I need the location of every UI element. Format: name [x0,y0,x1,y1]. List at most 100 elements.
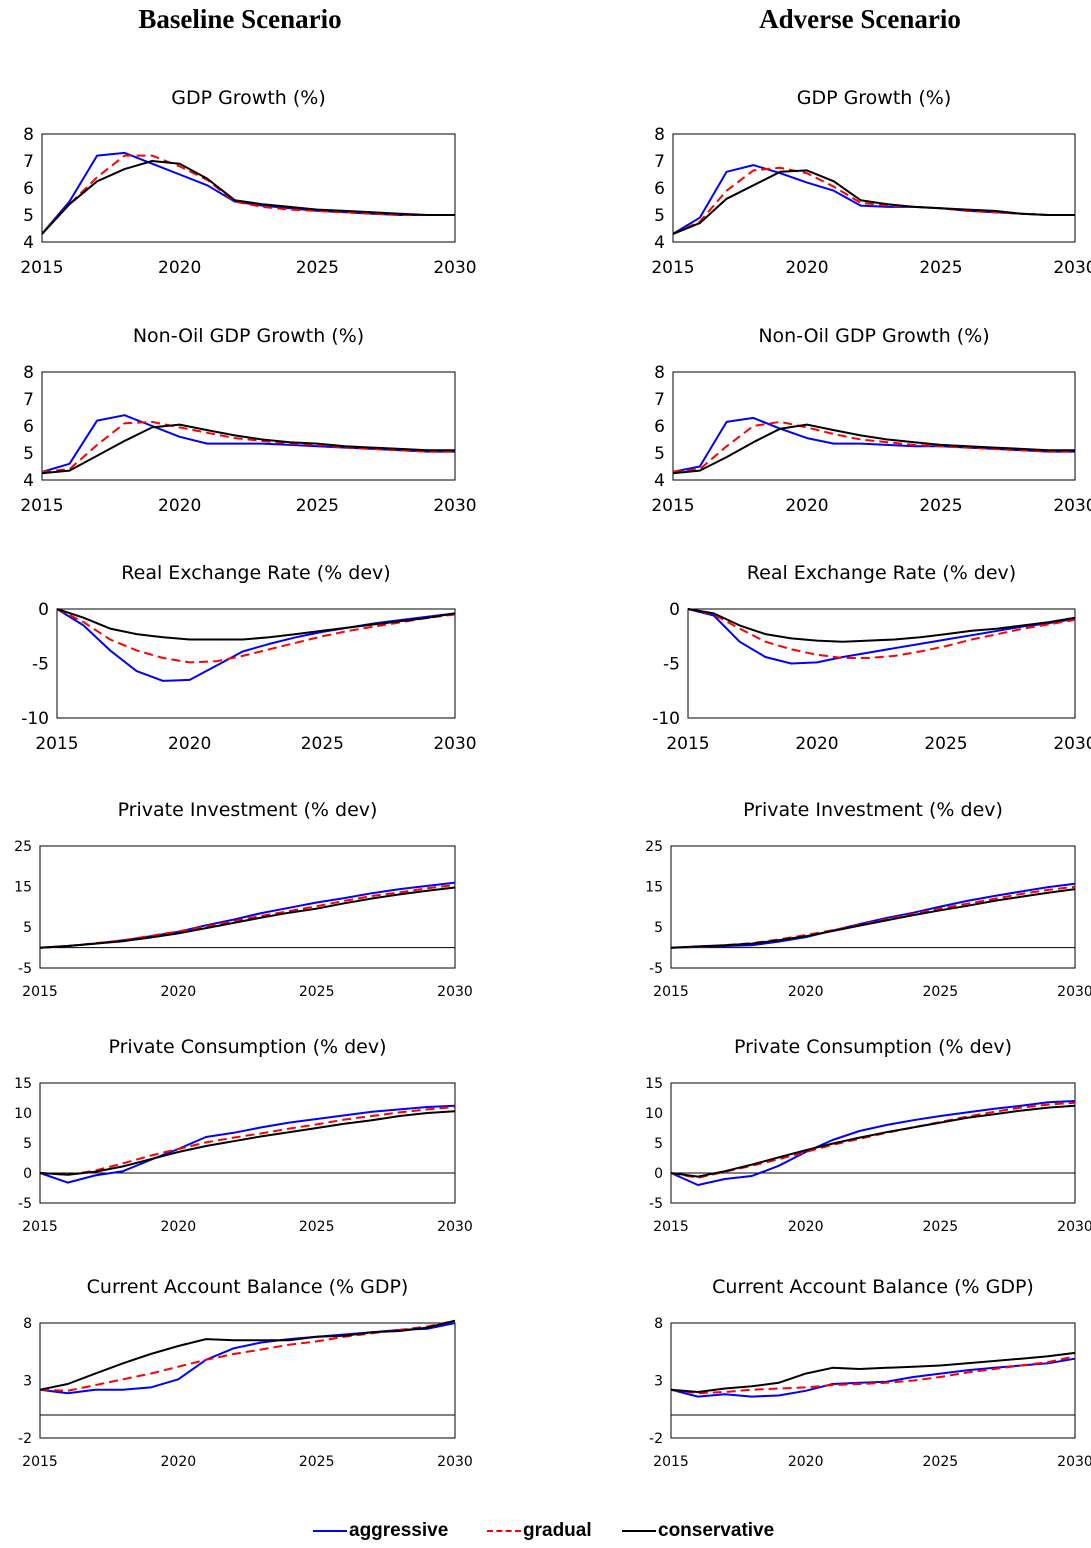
baseline-current-account-balance-gdp-y-tick-label: 3 [23,1373,32,1389]
baseline-gdp-growth-series-gradual [41,154,455,235]
baseline-current-account-balance-gdp-chart: Current Account Balance (% GDP) -2 3 8 2015 2… [18,1276,473,1470]
adverse-private-consumption-dev-plot-frame [670,1082,1076,1204]
adverse-real-exchange-rate-dev-chart: Real Exchange Rate (% dev) -10 -5 0 2015 2020… [652,562,1091,754]
adverse-private-consumption-dev-y-tick-label: 5 [654,1136,663,1152]
baseline-current-account-balance-gdp-x-tick-label: 2020 [161,1454,197,1470]
baseline-private-investment-dev-x-tick-label: 2030 [437,984,473,1000]
adverse-private-consumption-dev-title: Private Consumption (% dev) [734,1036,1012,1058]
baseline-scenario-heading: Baseline Scenario [138,4,342,34]
legend-label-conservative: conservative [658,1520,775,1541]
adverse-current-account-balance-gdp-series-conservative [670,1351,1076,1393]
baseline-current-account-balance-gdp-plot-frame [39,1322,456,1439]
baseline-current-account-balance-gdp-series-conservative [39,1319,456,1391]
baseline-gdp-growth-series-conservative [41,160,455,235]
adverse-private-consumption-dev-y-tick-label: 10 [645,1106,663,1122]
adverse-non-oil-gdp-growth-plot-frame [672,371,1076,481]
baseline-gdp-growth-chart: GDP Growth (%) 4 5 6 7 8 2015 2020 2025 2030 [20,87,476,278]
baseline-non-oil-gdp-growth-chart: Non-Oil GDP Growth (%) 4 5 6 7 8 2015 2020 2025 2… [20,325,476,516]
baseline-gdp-growth-y-tick-label: 5 [23,206,34,226]
baseline-real-exchange-rate-dev-x-tick-label: 2030 [433,734,476,754]
adverse-current-account-balance-gdp-chart: Current Account Balance (% GDP) -2 3 8 2015 2… [649,1276,1091,1470]
baseline-private-consumption-dev-y-tick-label: 0 [23,1166,32,1182]
baseline-private-investment-dev-x-tick-label: 2020 [161,984,197,1000]
adverse-private-investment-dev-plot-frame [670,845,1076,969]
baseline-gdp-growth-y-tick-label: 8 [23,125,34,145]
baseline-real-exchange-rate-dev-y-tick-label: -10 [21,709,49,729]
adverse-gdp-growth-y-tick-label: 5 [654,206,665,226]
adverse-non-oil-gdp-growth-x-tick-label: 2015 [651,496,694,516]
adverse-current-account-balance-gdp-x-tick-label: 2025 [923,1454,959,1470]
adverse-private-consumption-dev-series-gradual [670,1101,1076,1179]
adverse-gdp-growth-title: GDP Growth (%) [797,87,952,109]
baseline-gdp-growth-x-tick-label: 2020 [158,258,201,278]
baseline-current-account-balance-gdp-x-tick-label: 2015 [22,1454,58,1470]
baseline-non-oil-gdp-growth-series-conservative [41,423,455,475]
baseline-private-investment-dev-plot-frame [39,845,456,969]
baseline-private-consumption-dev-title: Private Consumption (% dev) [108,1036,386,1058]
adverse-scenario-heading: Adverse Scenario [759,4,961,34]
adverse-gdp-growth-plot-frame [672,133,1076,243]
adverse-current-account-balance-gdp-series-gradual [670,1355,1076,1395]
adverse-private-consumption-dev-x-tick-label: 2025 [923,1219,959,1235]
adverse-current-account-balance-gdp-y-tick-label: 3 [654,1373,663,1389]
legend-label-aggressive: aggressive [349,1520,449,1541]
adverse-real-exchange-rate-dev-title: Real Exchange Rate (% dev) [747,562,1016,584]
adverse-private-investment-dev-series-conservative [670,888,1076,949]
baseline-private-consumption-dev-x-tick-label: 2015 [22,1219,58,1235]
adverse-non-oil-gdp-growth-series-aggressive [672,416,1075,473]
baseline-private-consumption-dev-y-tick-label: -5 [18,1196,32,1212]
adverse-private-consumption-dev-y-tick-label: -5 [649,1196,663,1212]
adverse-non-oil-gdp-growth-chart: Non-Oil GDP Growth (%) 4 5 6 7 8 2015 2020 2025 2… [651,325,1091,516]
baseline-non-oil-gdp-growth-x-tick-label: 2025 [296,496,339,516]
adverse-gdp-growth-series-aggressive [672,164,1075,235]
baseline-private-consumption-dev-y-tick-label: 5 [23,1136,32,1152]
baseline-non-oil-gdp-growth-x-tick-label: 2030 [433,496,476,516]
baseline-private-investment-dev-title: Private Investment (% dev) [118,799,378,821]
baseline-private-investment-dev-chart: Private Investment (% dev) -5 5 15 25 2015 202… [14,799,473,1000]
adverse-current-account-balance-gdp-title: Current Account Balance (% GDP) [712,1276,1034,1298]
adverse-non-oil-gdp-growth-x-tick-label: 2025 [919,496,962,516]
baseline-gdp-growth-y-tick-label: 7 [23,152,34,172]
adverse-private-consumption-dev-x-tick-label: 2020 [788,1219,824,1235]
baseline-gdp-growth-x-tick-label: 2015 [20,258,63,278]
legend-swatch-gradual [487,1530,521,1532]
baseline-real-exchange-rate-dev-x-tick-label: 2015 [35,734,78,754]
adverse-private-consumption-dev-series-conservative [670,1104,1076,1178]
adverse-private-investment-dev-y-tick-label: 15 [645,880,663,896]
legend-label-gradual: gradual [523,1520,592,1541]
adverse-gdp-growth-x-tick-label: 2025 [919,258,962,278]
legend-swatch-conservative [622,1530,656,1532]
adverse-private-investment-dev-y-tick-label: -5 [649,961,663,977]
baseline-private-consumption-dev-chart: Private Consumption (% dev) -5 0 5 10 15 2015 2… [14,1036,473,1235]
baseline-current-account-balance-gdp-y-tick-label: 8 [23,1316,32,1332]
adverse-gdp-growth-series-conservative [672,169,1075,235]
adverse-non-oil-gdp-growth-y-tick-label: 4 [654,471,665,491]
baseline-private-consumption-dev-plot-frame [39,1082,456,1204]
baseline-real-exchange-rate-dev-series-conservative [56,608,456,641]
adverse-gdp-growth-y-tick-label: 8 [654,125,665,145]
baseline-real-exchange-rate-dev-chart: Real Exchange Rate (% dev) -10 -5 0 2015 2020… [21,562,476,754]
baseline-non-oil-gdp-growth-series-aggressive [41,414,455,473]
adverse-current-account-balance-gdp-plot-frame [670,1322,1076,1439]
adverse-current-account-balance-gdp-y-tick-label: 8 [654,1316,663,1332]
adverse-non-oil-gdp-growth-x-tick-label: 2030 [1053,496,1091,516]
baseline-non-oil-gdp-growth-x-tick-label: 2020 [158,496,201,516]
baseline-current-account-balance-gdp-y-tick-label: -2 [18,1431,32,1447]
baseline-non-oil-gdp-growth-y-tick-label: 5 [23,444,34,464]
adverse-gdp-growth-y-tick-label: 6 [654,179,665,199]
adverse-private-consumption-dev-series-aggressive [670,1100,1076,1186]
baseline-gdp-growth-series-aggressive [41,151,455,235]
baseline-private-consumption-dev-x-tick-label: 2025 [299,1219,335,1235]
adverse-non-oil-gdp-growth-y-tick-label: 8 [654,363,665,383]
adverse-private-consumption-dev-y-tick-label: 15 [645,1076,663,1092]
baseline-non-oil-gdp-growth-y-tick-label: 8 [23,363,34,383]
baseline-gdp-growth-x-tick-label: 2025 [296,258,339,278]
baseline-non-oil-gdp-growth-title: Non-Oil GDP Growth (%) [133,325,364,347]
adverse-private-investment-dev-series-aggressive [670,882,1076,949]
adverse-current-account-balance-gdp-x-tick-label: 2015 [653,1454,689,1470]
baseline-private-investment-dev-y-tick-label: 5 [23,920,32,936]
adverse-gdp-growth-y-tick-label: 4 [654,233,665,253]
adverse-private-consumption-dev-x-tick-label: 2015 [653,1219,689,1235]
legend-item-aggressive: aggressive [313,1516,448,1546]
